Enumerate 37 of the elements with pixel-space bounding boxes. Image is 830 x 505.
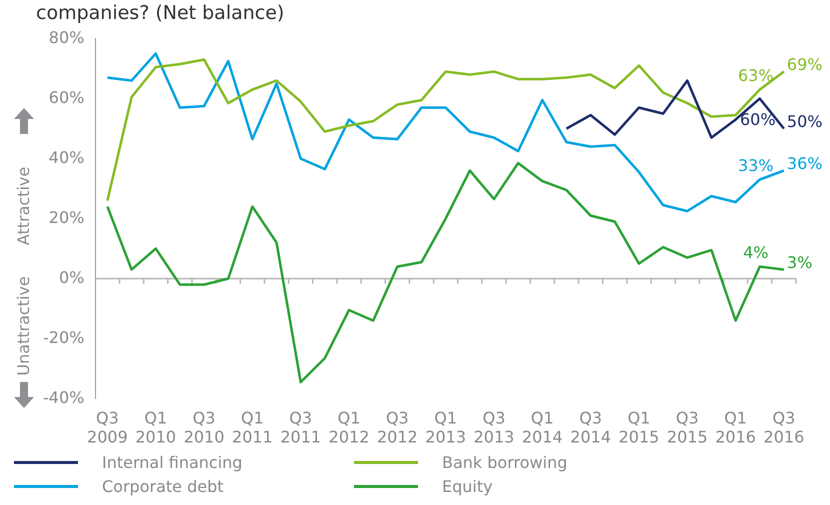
x-tick-label: Q3 2009 xyxy=(87,408,128,447)
x-tick-label: Q3 2013 xyxy=(474,408,514,447)
x-tick-label: Q3 2010 xyxy=(184,408,224,447)
data-label: 33% xyxy=(738,156,774,175)
data-label: 4% xyxy=(743,242,768,262)
data-label: 3% xyxy=(786,252,812,272)
x-tick-label: Q1 2015 xyxy=(618,408,660,447)
y-tick-label: 20% xyxy=(48,208,84,227)
y-tick-label: 80% xyxy=(48,28,84,47)
x-tick-label: Q3 2016 xyxy=(764,408,804,447)
data-label: 63% xyxy=(738,66,774,85)
text: Unattractive xyxy=(13,276,34,376)
x-tick-label: Q1 2014 xyxy=(522,408,563,447)
x-tick-label: Q1 2010 xyxy=(135,408,176,447)
x-tick-label: Q1 2012 xyxy=(328,408,370,447)
x-tick-label: Q3 2014 xyxy=(570,408,611,447)
x-tick-label: Q3 2011 xyxy=(280,408,322,447)
legend-label: Equity xyxy=(442,476,493,496)
x-tick-label: Q3 2012 xyxy=(376,408,418,447)
data-label: 36% xyxy=(786,154,822,173)
data-label: 60% xyxy=(740,110,776,129)
x-tick-label: Q3 2015 xyxy=(666,408,708,447)
x-tick-label: Q1 2013 xyxy=(425,408,466,447)
y-tick-label: -20% xyxy=(42,328,84,347)
legend-label: Corporate debt xyxy=(102,476,224,496)
text: Attractive xyxy=(13,166,34,246)
legend-label: Internal financing xyxy=(102,452,242,472)
y-tick-label: 60% xyxy=(48,88,84,107)
legend-label: Bank borrowing xyxy=(442,452,568,472)
chart-title: companies? (Net balance) xyxy=(35,1,286,26)
y-tick-label: 0% xyxy=(58,268,84,287)
x-tick-label: Q1 2016 xyxy=(715,408,756,447)
data-label: 50% xyxy=(786,112,822,131)
data-label: 69% xyxy=(786,54,822,74)
x-tick-label: Q1 2011 xyxy=(232,408,273,447)
y-tick-label: 40% xyxy=(48,148,84,167)
y-tick-label: -40% xyxy=(42,388,84,407)
